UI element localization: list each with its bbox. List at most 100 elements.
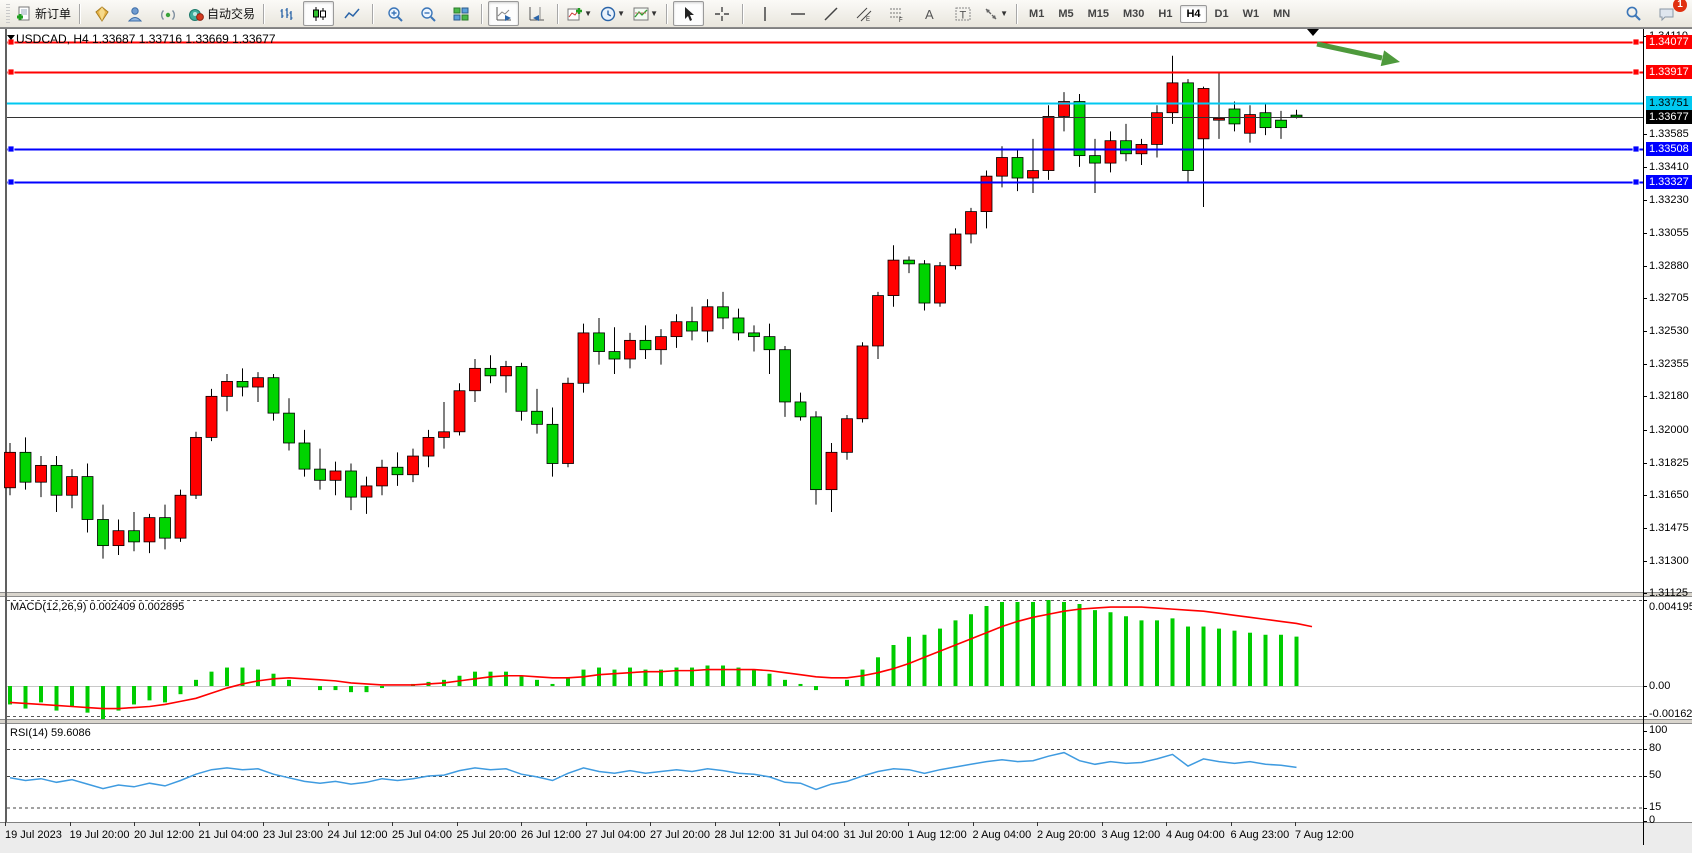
horizontal-line-tool-button[interactable] [782,1,813,26]
person-icon [127,6,142,21]
dropdown-caret-icon: ▼ [650,9,658,18]
timeframe-button-d1[interactable]: D1 [1214,7,1229,20]
pane-separator[interactable] [0,592,1692,597]
cursor-tool-button[interactable] [673,1,705,26]
price-tick-label: 1.32355 [1649,357,1689,370]
current-price-badge: 1.33677 [1646,110,1692,124]
candle-up [841,418,853,453]
candle-up [1213,117,1225,121]
rsi-line [9,751,1297,791]
candle-down [546,423,559,464]
line-handle[interactable] [1632,68,1640,76]
price-chart-pane[interactable] [0,29,1692,592]
signals-button[interactable] [152,1,183,26]
notifications-button[interactable]: 1 [1651,0,1687,26]
time-axis[interactable] [0,822,1692,853]
community-button[interactable] [119,1,150,26]
line-handle[interactable] [1632,178,1640,186]
candle-up [825,451,838,491]
timeframe-button-h4[interactable]: H4 [1180,4,1207,23]
candle-up [4,451,16,489]
gem-icon [94,5,109,22]
autotrading-button[interactable]: 自动交易 [185,1,258,26]
timeframe-button-w1[interactable]: W1 [1242,7,1260,20]
chart-menu-caret-icon[interactable] [7,35,15,40]
bar-chart-icon [280,7,293,20]
candle-down [515,366,528,412]
text-label-tool-button[interactable]: T [947,1,978,26]
candle-up [1244,114,1256,134]
crosshair-tool-button[interactable] [706,1,737,26]
candle-up [980,175,993,213]
vertical-line-tool-button[interactable] [749,1,780,26]
candle-up [949,233,962,267]
macd-pane[interactable] [0,598,1692,719]
timeframe-button-h1[interactable]: H1 [1158,7,1173,20]
candle-down [608,351,621,360]
fibonacci-tool-button[interactable]: F [881,1,912,26]
line-handle[interactable] [1632,38,1640,46]
arrows-shapes-button[interactable]: ▼ [980,1,1011,26]
candle-down [748,332,760,338]
chart-shift-icon [529,6,544,21]
channel-tool-button[interactable]: E [848,1,879,26]
tile-windows-button[interactable] [445,1,476,26]
trendline-tool-button[interactable] [815,1,846,26]
candlestick-chart-button[interactable] [303,1,335,26]
down-triangle-marker[interactable] [1307,29,1319,36]
macd-signal-line [9,606,1313,710]
search-button[interactable] [1618,1,1649,26]
cursor-icon [684,6,694,21]
templates-button[interactable]: ▼ [630,1,661,26]
line-handle[interactable] [7,68,15,76]
time-axis-label: 31 Jul 20:00 [843,829,904,841]
timeframe-button-m1[interactable]: M1 [1029,7,1045,20]
zoom-in-button[interactable] [379,1,410,26]
new-order-button[interactable]: 新订单 [13,1,74,26]
text-tool-button[interactable]: A [914,1,945,26]
candle-down [686,321,698,332]
macd-min-label: -0.001625 [1649,708,1692,720]
line-handle[interactable] [7,145,15,153]
clock-icon [600,6,616,21]
price-tick-label: 1.31125 [1649,587,1688,600]
price-tick-label: 1.33055 [1649,227,1689,240]
price-line-badge: 1.33508 [1646,141,1692,156]
add-indicator-button[interactable]: ▼ [564,1,595,26]
chart-shift-button[interactable] [521,1,552,26]
candle-up [190,436,202,496]
annotation-arrow-shaft[interactable] [1316,41,1383,61]
candle-down [236,381,249,388]
bar-chart-button[interactable] [270,1,301,26]
line-handle[interactable] [1632,145,1640,153]
macd-zero-label: 0.00 [1649,680,1671,692]
timeframe-button-mn[interactable]: MN [1273,7,1291,20]
pane-separator[interactable] [0,719,1692,724]
toolbar-separator [742,3,745,24]
timeframe-button-m30[interactable]: M30 [1123,7,1145,20]
candle-down [1011,157,1024,179]
periods-button[interactable]: ▼ [597,1,628,26]
timeframe-button-m5[interactable]: M5 [1058,7,1074,20]
candle-up [1104,140,1117,164]
signal-icon [160,9,175,20]
candlestick-icon [312,6,326,21]
timeframe-button-m15[interactable]: M15 [1087,7,1109,20]
price-tick-label: 1.32530 [1649,325,1689,338]
candle-down [1275,119,1287,129]
candle-down [19,451,32,483]
line-handle[interactable] [7,178,15,186]
line-chart-button[interactable] [336,1,367,26]
auto-scroll-button[interactable] [488,1,520,26]
candle-up [66,476,78,496]
rsi-pane[interactable] [0,724,1692,822]
candle-down [283,412,295,444]
price-tick-label: 1.32000 [1649,423,1689,436]
candle-up [624,339,636,360]
annotation-arrow-head[interactable] [1380,50,1400,67]
svg-text:F: F [899,18,903,22]
macd-indicator-label: MACD(12,26,9) 0.002409 0.002895 [10,601,185,613]
metaeditor-button[interactable] [86,1,117,26]
zoom-out-button[interactable] [412,1,443,26]
